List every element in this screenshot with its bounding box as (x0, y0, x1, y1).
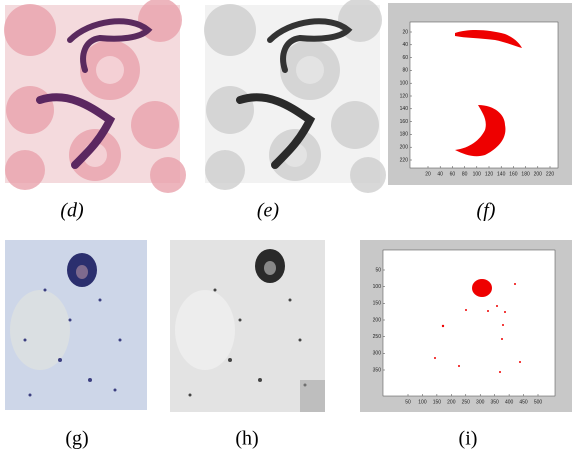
figure: (d) (e) (f) (g) (h) (i) 2040608010012014… (0, 0, 577, 465)
plot-i (360, 240, 572, 412)
plot-f (388, 3, 572, 185)
y-tick-label: 160 (400, 119, 409, 125)
x-tick-label: 120 (485, 171, 494, 177)
caption: (h) (235, 428, 258, 450)
y-tick-label: 140 (400, 106, 409, 112)
caption: (i) (459, 428, 478, 450)
caption: (e) (257, 200, 280, 222)
y-tick-label: 20 (402, 29, 408, 35)
caption: (d) (60, 200, 84, 222)
y-tick-label: 80 (402, 68, 408, 74)
y-tick-label: 300 (373, 351, 382, 357)
y-tick-label: 250 (373, 334, 382, 340)
y-tick-label: 350 (373, 367, 382, 373)
x-tick-label: 100 (418, 399, 427, 405)
y-tick-label: 200 (373, 317, 382, 323)
y-tick-label: 50 (375, 267, 381, 273)
x-tick-label: 180 (521, 171, 530, 177)
x-tick-label: 500 (534, 399, 543, 405)
x-tick-label: 160 (509, 171, 518, 177)
y-tick-label: 180 (400, 132, 409, 138)
y-tick-label: 40 (402, 42, 408, 48)
y-tick-label: 60 (402, 55, 408, 61)
x-tick-label: 20 (425, 171, 431, 177)
y-tick-label: 150 (373, 301, 382, 307)
x-tick-label: 300 (476, 399, 485, 405)
x-tick-label: 220 (546, 171, 555, 177)
y-tick-label: 100 (373, 284, 382, 290)
x-tick-label: 140 (497, 171, 506, 177)
y-tick-label: 120 (400, 93, 409, 99)
image-e (204, 0, 386, 193)
x-tick-label: 450 (519, 399, 528, 405)
x-tick-label: 60 (450, 171, 456, 177)
x-tick-label: 50 (405, 399, 411, 405)
image-d (4, 0, 186, 193)
y-tick-label: 220 (400, 157, 409, 163)
y-tick-label: 100 (400, 81, 409, 87)
x-tick-label: 200 (534, 171, 543, 177)
image-h (170, 240, 325, 412)
x-tick-label: 400 (505, 399, 514, 405)
image-g (5, 240, 147, 410)
caption: (f) (477, 200, 496, 222)
x-tick-label: 150 (433, 399, 442, 405)
x-tick-label: 250 (462, 399, 471, 405)
x-tick-label: 350 (490, 399, 499, 405)
x-tick-label: 80 (462, 171, 468, 177)
x-tick-label: 200 (447, 399, 456, 405)
y-tick-label: 200 (400, 145, 409, 151)
x-tick-label: 100 (473, 171, 482, 177)
caption: (g) (65, 428, 88, 450)
x-tick-label: 40 (437, 171, 443, 177)
